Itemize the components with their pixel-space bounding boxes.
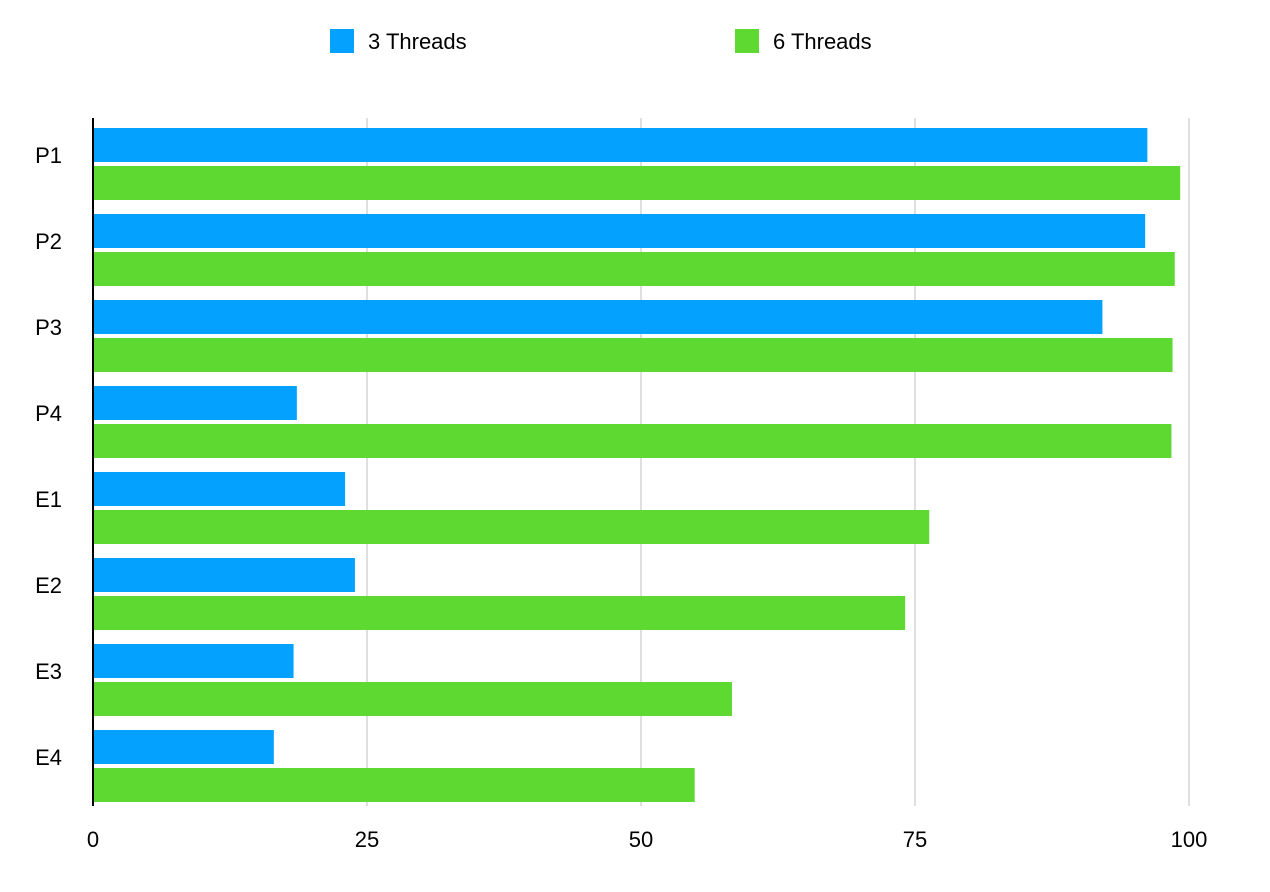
x-tick-labels: 0 25 50 75 100: [87, 827, 1207, 852]
category-label-p1: P1: [35, 143, 62, 168]
legend-swatch-series-1: [330, 29, 354, 53]
x-tick-label-75: 75: [903, 827, 927, 852]
bar-p3-series-1: [93, 300, 1103, 334]
bar-e3-series-2: [93, 682, 732, 716]
bar-p4-series-2: [93, 424, 1172, 458]
bar-e4-series-2: [93, 768, 695, 802]
category-label-e1: E1: [35, 487, 62, 512]
bar-p3-series-2: [93, 338, 1173, 372]
x-tick-label-25: 25: [355, 827, 379, 852]
bar-p2-series-2: [93, 252, 1175, 286]
category-label-e2: E2: [35, 573, 62, 598]
bar-p2-series-1: [93, 214, 1146, 248]
category-label-p4: P4: [35, 401, 62, 426]
bar-e1-series-1: [93, 472, 346, 506]
legend-label-series-2: 6 Threads: [773, 29, 872, 54]
bars: [93, 128, 1181, 802]
x-tick-label-100: 100: [1171, 827, 1208, 852]
bar-e2-series-2: [93, 596, 906, 630]
legend-swatch-series-2: [735, 29, 759, 53]
category-labels: P1 P2 P3 P4 E1 E2 E3 E4: [35, 143, 62, 770]
bar-e4-series-1: [93, 730, 274, 764]
bar-e3-series-1: [93, 644, 294, 678]
bar-e2-series-1: [93, 558, 355, 592]
x-tick-label-0: 0: [87, 827, 99, 852]
bar-p1-series-1: [93, 128, 1148, 162]
bar-p1-series-2: [93, 166, 1181, 200]
legend: 3 Threads 6 Threads: [330, 29, 872, 54]
bar-e1-series-2: [93, 510, 930, 544]
category-label-e4: E4: [35, 745, 62, 770]
bar-p4-series-1: [93, 386, 297, 420]
category-label-p2: P2: [35, 229, 62, 254]
category-label-p3: P3: [35, 315, 62, 340]
category-label-e3: E3: [35, 659, 62, 684]
legend-label-series-1: 3 Threads: [368, 29, 467, 54]
x-tick-label-50: 50: [629, 827, 653, 852]
